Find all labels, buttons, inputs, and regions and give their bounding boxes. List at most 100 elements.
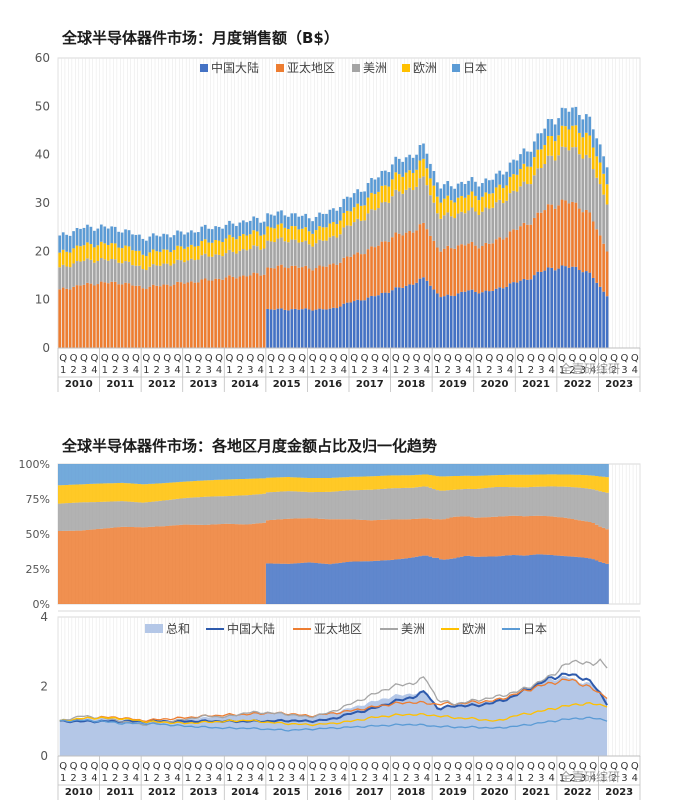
chart1-bar-segment [363, 220, 366, 255]
chart1-bar-segment [460, 195, 463, 212]
chart1-bar-segment [543, 270, 547, 348]
chart1-bar-segment [311, 270, 314, 311]
chart1-bar-segment [560, 125, 564, 147]
chart1-bar-segment [446, 181, 450, 196]
chart3-xtick-q: Q [319, 761, 327, 772]
chart3-xtick-q: Q [329, 761, 337, 772]
chart3-xtick-q: Q [163, 761, 171, 772]
chart1-bar-segment [526, 166, 529, 185]
chart1-bar-segment [61, 287, 65, 348]
chart1-bar-segment [255, 273, 259, 348]
chart3-xtick-num: 4 [133, 773, 139, 784]
chart1-bar-segment [224, 238, 228, 254]
chart1-bar-segment [477, 214, 481, 249]
chart1-bar-segment [349, 302, 353, 348]
chart3-line-1 [59, 678, 608, 723]
chart1-bar-segment [75, 285, 79, 348]
chart1-bar-segment [176, 281, 179, 348]
chart1-bar-segment [515, 174, 519, 192]
chart1-bar-segment [79, 261, 82, 286]
chart1-bar-segment [591, 277, 595, 348]
chart1-bar-segment [578, 132, 581, 155]
chart1-bar-segment [456, 213, 460, 246]
chart1-bar-segment [584, 132, 588, 155]
chart1-bar-segment [449, 200, 453, 217]
chart1-bar-segment [155, 285, 159, 348]
chart1-bar-segment [605, 296, 609, 348]
chart3-year-label: 2023 [605, 787, 633, 798]
chart1-bar-segment [134, 234, 138, 251]
chart1-bar-segment [501, 174, 505, 189]
chart1-year-label: 2020 [481, 379, 509, 390]
chart1-bar-segment [127, 283, 131, 348]
chart1-xtick-q: Q [631, 353, 639, 364]
chart1-xtick-q: Q [101, 353, 109, 364]
chart1-xtick-num: 3 [164, 365, 170, 376]
chart3-xtick-num: 2 [361, 773, 367, 784]
chart1-xtick-num: 4 [133, 365, 139, 376]
chart1-xtick-num: 3 [538, 365, 544, 376]
chart3-xtick-num: 4 [590, 773, 596, 784]
chart1-bar-segment [394, 287, 398, 348]
chart1-bar-segment [491, 290, 495, 348]
chart1-bar-segment [242, 220, 245, 235]
chart1-bar-segment [366, 182, 370, 198]
chart1-xtick-num: 4 [174, 365, 180, 376]
chart1-bar-segment [429, 163, 432, 179]
chart1-bar-segment [228, 234, 231, 250]
chart1-bar-segment [501, 188, 505, 204]
chart1-bar-segment [567, 129, 571, 151]
chart1-bar-segment [58, 267, 62, 290]
chart1-bar-segment [390, 290, 394, 348]
chart1-xtick-num: 1 [185, 365, 191, 376]
chart1-bar-segment [304, 308, 308, 348]
chart1-bar-segment [186, 246, 190, 261]
chart3-legend-label: 美洲 [401, 622, 425, 636]
chart1-bar-segment [550, 267, 553, 348]
chart1-bar-segment [446, 212, 450, 246]
chart1-bar-segment [96, 228, 100, 246]
chart1-xtick-num: 1 [226, 365, 232, 376]
chart1-bar-segment [536, 168, 540, 213]
chart1-bar-segment [235, 253, 238, 279]
chart1-legend-label: 日本 [463, 61, 487, 75]
chart1-bar-segment [539, 149, 543, 168]
chart1-bar-segment [487, 180, 491, 194]
chart1-bar-segment [72, 231, 75, 249]
chart1-xtick-num: 3 [206, 365, 212, 376]
chart1-bar-segment [252, 230, 256, 246]
chart3-ytick-label: 0 [40, 749, 48, 763]
chart1-xtick-q: Q [319, 353, 327, 364]
chart1-bar-segment [155, 265, 159, 286]
chart1-xtick-num: 2 [611, 365, 617, 376]
chart1-bar-segment [339, 262, 342, 307]
chart3-xtick-q: Q [413, 761, 421, 772]
chart1-bar-segment [307, 244, 311, 269]
chart1-bar-segment [605, 184, 609, 205]
chart1-bar-segment [498, 287, 502, 348]
chart1-bar-segment [404, 285, 408, 348]
chart1-bar-segment [158, 286, 162, 348]
chart3-xtick-q: Q [361, 761, 369, 772]
chart1-bar-segment [145, 256, 148, 271]
chart1-bar-segment [418, 145, 422, 161]
chart1-bar-segment [588, 135, 592, 158]
chart1-bar-segment [61, 232, 65, 250]
chart1-bar-segment [349, 197, 353, 212]
chart1-bar-segment [564, 108, 567, 127]
chart1-bar-segment [221, 279, 224, 348]
chart2-share-area-0 [58, 554, 609, 604]
chart1-xtick-q: Q [142, 353, 150, 364]
chart1-bar-segment [470, 289, 474, 348]
chart1-bar-segment [266, 240, 269, 268]
chart1-bar-segment [148, 236, 152, 253]
chart1-bar-segment [415, 154, 418, 170]
chart1-bar-segment [487, 291, 491, 348]
chart1-bar-segment [207, 280, 211, 348]
chart1-bar-segment [477, 293, 481, 348]
chart3-xtick-q: Q [205, 761, 213, 772]
chart2-ytick-label: 75% [26, 493, 50, 506]
chart1-bar-segment [183, 283, 186, 348]
chart1-bar-segment [508, 283, 512, 348]
chart1-xtick-num: 4 [91, 365, 97, 376]
